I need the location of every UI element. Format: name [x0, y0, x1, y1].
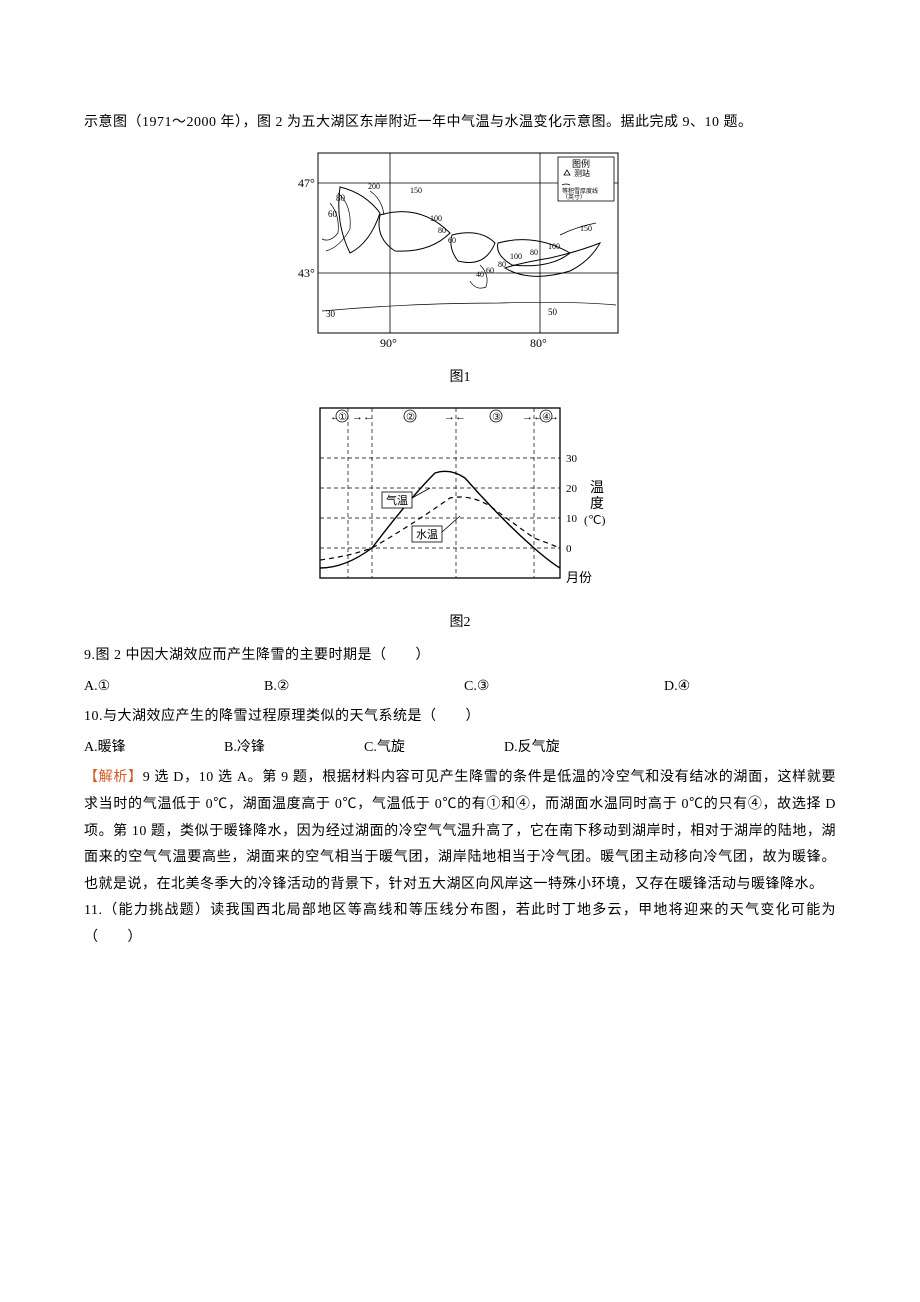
svg-text:度: 度	[590, 496, 604, 512]
svg-text:①: ①	[338, 412, 347, 423]
lon-90: 90°	[380, 336, 397, 350]
svg-text:30: 30	[326, 309, 336, 319]
q10-option-c: C.气旋	[364, 735, 504, 762]
svg-text:气温: 气温	[386, 493, 408, 507]
q10-options: A.暖锋 B.冷锋 C.气旋 D.反气旋	[84, 735, 836, 762]
q10-stem: 10.与大湖效应产生的降雪过程原理类似的天气系统是（ ）	[84, 704, 836, 731]
svg-text:③: ③	[492, 412, 501, 423]
svg-text:200: 200	[368, 182, 380, 191]
figure-1-caption: 图1	[84, 365, 836, 392]
svg-text:0: 0	[566, 543, 572, 555]
lat-43: 43°	[298, 266, 315, 280]
q9-stem: 9.图 2 中因大湖效应而产生降雪的主要时期是（ ）	[84, 643, 836, 670]
svg-text:80: 80	[498, 260, 506, 269]
legend-contour-1: 等积雪厚度线	[562, 187, 598, 195]
q10-option-a: A.暖锋	[84, 735, 224, 762]
svg-text:20: 20	[566, 483, 578, 495]
q9-option-c: C.③	[464, 674, 664, 701]
lat-47: 47°	[298, 176, 315, 190]
q10-option-b: B.冷锋	[224, 735, 364, 762]
q10-option-d: D.反气旋	[504, 735, 644, 762]
q9-option-d: D.④	[664, 674, 836, 701]
legend-title: 图例	[572, 158, 590, 169]
q9-option-b: B.②	[264, 674, 464, 701]
analysis-paragraph: 【解析】9 选 D，10 选 A。第 9 题，根据材料内容可见产生降雪的条件是低…	[84, 765, 836, 898]
svg-text:(℃): (℃)	[584, 513, 605, 527]
analysis-label: 【解析】	[84, 770, 143, 785]
svg-text:30: 30	[566, 453, 578, 465]
svg-text:60: 60	[328, 209, 338, 219]
figure-2-container: ← →← →← →← → ① ② ③ ④ 0 10 20 30 温 度 (℃) …	[84, 398, 836, 637]
svg-text:60: 60	[486, 266, 494, 275]
svg-text:月份: 月份	[566, 570, 592, 585]
svg-text:150: 150	[410, 186, 422, 195]
svg-text:80: 80	[336, 193, 346, 203]
figure-1-svg: 47° 43° 90° 80° 图例 测站 等积雪厚度线 （英寸） 30 50 …	[280, 143, 640, 353]
legend-contour-2: （英寸）	[562, 193, 586, 201]
svg-text:150: 150	[580, 224, 592, 233]
svg-text:→←: →←	[352, 411, 374, 423]
svg-text:80: 80	[438, 226, 446, 235]
svg-text:80: 80	[530, 248, 538, 257]
svg-text:40: 40	[476, 270, 484, 279]
legend-station: 测站	[574, 168, 590, 178]
svg-text:60: 60	[448, 236, 456, 245]
figure-2-svg: ← →← →← →← → ① ② ③ ④ 0 10 20 30 温 度 (℃) …	[300, 398, 620, 598]
q9-option-a: A.①	[84, 674, 264, 701]
svg-text:④: ④	[542, 412, 551, 423]
figure-2-caption: 图2	[84, 610, 836, 637]
intro-paragraph: 示意图（1971～2000 年），图 2 为五大湖区东岸附近一年中气温与水温变化…	[84, 110, 836, 137]
svg-text:100: 100	[548, 242, 560, 251]
figure-1-container: 47° 43° 90° 80° 图例 测站 等积雪厚度线 （英寸） 30 50 …	[84, 143, 836, 392]
svg-text:→←: →←	[444, 411, 466, 423]
svg-text:50: 50	[548, 307, 558, 317]
svg-text:10: 10	[566, 513, 578, 525]
svg-text:100: 100	[510, 252, 522, 261]
analysis-text: 9 选 D，10 选 A。第 9 题，根据材料内容可见产生降雪的条件是低温的冷空…	[84, 770, 836, 891]
svg-text:水温: 水温	[416, 528, 438, 541]
svg-text:100: 100	[430, 214, 442, 223]
lon-80: 80°	[530, 336, 547, 350]
svg-text:②: ②	[406, 412, 415, 423]
svg-text:温: 温	[590, 480, 604, 496]
q9-options: A.① B.② C.③ D.④	[84, 674, 836, 701]
q11-stem: 11.（能力挑战题）读我国西北局部地区等高线和等压线分布图，若此时丁地多云，甲地…	[84, 898, 836, 951]
